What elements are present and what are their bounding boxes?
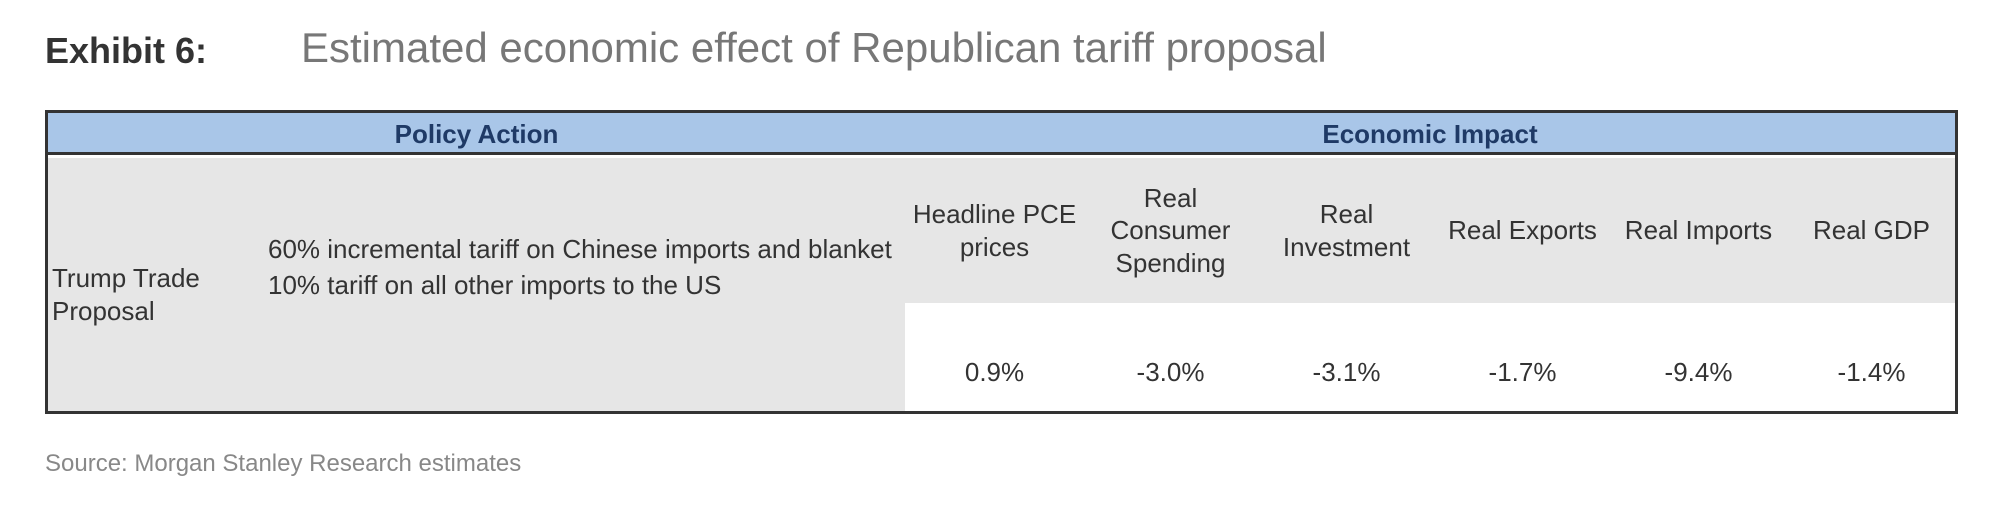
- exhibit-label: Exhibit 6:: [45, 30, 208, 71]
- impact-value: -9.4%: [1664, 356, 1733, 387]
- column-header: Real Investment: [1257, 158, 1436, 303]
- impact-value: -3.1%: [1312, 356, 1381, 387]
- source: Source: Morgan Stanley Research estimate…: [45, 450, 522, 477]
- exhibit-title: Estimated economic effect of Republican …: [301, 24, 1327, 71]
- header-policy: Policy Action: [394, 118, 559, 149]
- header-row: [48, 113, 1955, 155]
- description: 60% incremental tariff on Chinese import…: [268, 234, 892, 301]
- column-header: Headline PCE prices: [905, 158, 1084, 303]
- column-header: Real Consumer Spending: [1084, 158, 1257, 303]
- policy-cell: [48, 158, 905, 411]
- column-header: Real GDP: [1788, 158, 1955, 303]
- proposal: Trump Trade Proposal: [52, 263, 200, 326]
- impact-value: -3.0%: [1136, 356, 1205, 387]
- column-header: Real Imports: [1609, 158, 1788, 303]
- impact-value: -1.7%: [1488, 356, 1557, 387]
- impact-value: -1.4%: [1837, 356, 1906, 387]
- header-impact: Economic Impact: [1322, 118, 1538, 149]
- column-header: Real Exports: [1436, 158, 1609, 303]
- impact-value: 0.9%: [964, 356, 1025, 387]
- table: Policy Action Economic Impact Trump Trad…: [45, 110, 1958, 414]
- impact-columns: Headline PCE prices 0.9% Real Consumer Spe…: [905, 158, 1955, 411]
